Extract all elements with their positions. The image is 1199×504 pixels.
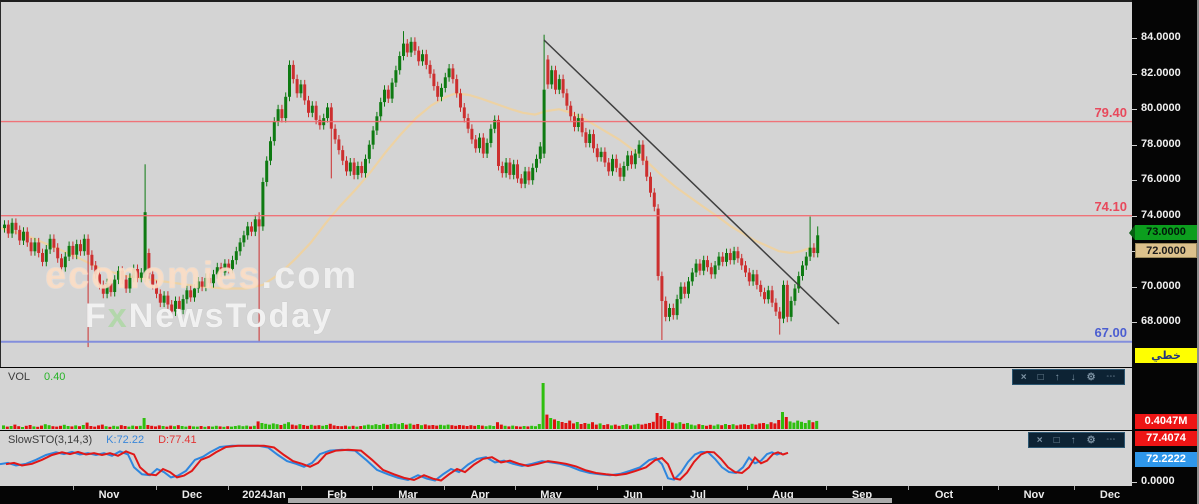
volume-value-badge: 0.4047M: [1135, 414, 1197, 429]
volume-panel: VOL 0.40 × □ ↑ ↓ ⚙ ▫▫▫: [0, 368, 1132, 430]
month-tick: [908, 486, 909, 490]
month-tick: [444, 486, 445, 490]
month-label-Dec: Dec: [181, 489, 203, 501]
level-label-74.10: 74.10: [1094, 198, 1127, 214]
window-right-edge: [1197, 0, 1199, 504]
previous-close-badge: 72.0000: [1135, 243, 1197, 258]
month-tick: [597, 486, 598, 490]
month-label-Nov: Nov: [98, 489, 120, 501]
price-tick-dash: [1132, 38, 1137, 39]
stochastic-k-badge: 72.2222: [1135, 452, 1197, 467]
last-price-badge: 73.0000: [1129, 225, 1197, 240]
month-tick: [1074, 486, 1075, 490]
stochastic-lines-chart: [0, 444, 789, 482]
candlestick-chart: [1, 31, 1133, 348]
stochastic-k-value: K:72.22: [106, 434, 145, 446]
price-tick-label: 80.0000: [1141, 102, 1181, 114]
price-tick-dash: [1132, 322, 1137, 323]
sto-k-line: [0, 444, 783, 482]
volume-title: VOL: [8, 371, 31, 383]
price-tick-dash: [1132, 251, 1137, 252]
price-tick-dash: [1132, 109, 1137, 110]
move-up-icon[interactable]: ↑: [1070, 434, 1076, 446]
price-tick-dash: [1132, 287, 1137, 288]
volume-current-value: 0.40: [44, 371, 66, 383]
chart-type-button[interactable]: خطي: [1135, 348, 1197, 363]
candles-group: [3, 31, 820, 348]
month-label-Oct: Oct: [934, 489, 954, 501]
settings-icon[interactable]: ⚙: [1086, 371, 1096, 383]
zero-tick-dash: [1132, 482, 1137, 483]
close-icon[interactable]: ×: [1020, 371, 1027, 383]
month-tick: [73, 486, 74, 490]
price-chart-panel: economies.com FxNewsToday 79.40 74.10 67.0…: [0, 0, 1133, 367]
close-icon[interactable]: ×: [1036, 434, 1043, 446]
month-tick: [228, 486, 229, 490]
stochastic-d-value: D:77.41: [158, 434, 197, 446]
month-tick: [301, 486, 302, 490]
month-tick: [156, 486, 157, 490]
sto-d-line: [5, 444, 789, 482]
maximize-icon[interactable]: □: [1037, 371, 1044, 383]
month-label-2024Jan: 2024Jan: [242, 489, 286, 501]
volume-header: VOL 0.40: [8, 371, 65, 383]
stochastic-panel-toolbar: × □ ↑ ⚙ ▫▫▫: [1027, 432, 1125, 448]
month-tick: [372, 486, 373, 490]
price-tick-label: 76.0000: [1141, 173, 1181, 185]
volume-bars-chart: [2, 383, 819, 429]
price-tick-dash: [1132, 216, 1137, 217]
maximize-icon[interactable]: □: [1053, 434, 1060, 446]
stochastic-panel: SlowSTO(3,14,3) K:72.22 D:77.41 × □ ↑ ⚙ ▫▫▫: [0, 431, 1132, 486]
month-tick: [826, 486, 827, 490]
price-tick-dash: [1132, 74, 1137, 75]
month-tick: [747, 486, 748, 490]
price-tick-label: 70.0000: [1141, 280, 1181, 292]
settings-icon[interactable]: ⚙: [1086, 434, 1096, 446]
move-down-icon[interactable]: ↓: [1070, 371, 1076, 383]
price-tick-dash: [1132, 145, 1137, 146]
price-tick-label: 74.0000: [1141, 209, 1181, 221]
more-icon[interactable]: ▫▫▫: [1106, 436, 1116, 443]
descending-trendline: [543, 39, 840, 325]
price-tick-label: 68.0000: [1141, 315, 1181, 327]
month-tick: [662, 486, 663, 490]
move-up-icon[interactable]: ↑: [1054, 371, 1060, 383]
price-tick-label: 82.0000: [1141, 67, 1181, 79]
moving-average-line: [1, 92, 812, 290]
month-tick: [998, 486, 999, 490]
price-tick-dash: [1132, 180, 1137, 181]
month-tick: [515, 486, 516, 490]
month-label-Dec: Dec: [1099, 489, 1121, 501]
more-icon[interactable]: ▫▫▫: [1106, 373, 1116, 380]
level-label-67.00: 67.00: [1094, 324, 1127, 340]
price-tick-label: 84.0000: [1141, 31, 1181, 43]
level-label-79.40: 79.40: [1094, 104, 1127, 120]
stochastic-d-badge: 77.4074: [1135, 431, 1197, 446]
price-tick-label: 78.0000: [1141, 138, 1181, 150]
volume-panel-toolbar: × □ ↑ ↓ ⚙ ▫▫▫: [1011, 369, 1125, 385]
stochastic-zero-label: 0.0000: [1141, 475, 1175, 487]
stochastic-title: SlowSTO(3,14,3): [8, 434, 93, 446]
horizontal-scrollbar-thumb[interactable]: [288, 498, 892, 503]
stochastic-header: SlowSTO(3,14,3) K:72.22 D:77.41: [8, 434, 197, 446]
month-label-Nov: Nov: [1023, 489, 1045, 501]
price-axis: 84.0000 82.0000 80.0000 78.0000 76.0000 74.00…: [1129, 0, 1199, 504]
